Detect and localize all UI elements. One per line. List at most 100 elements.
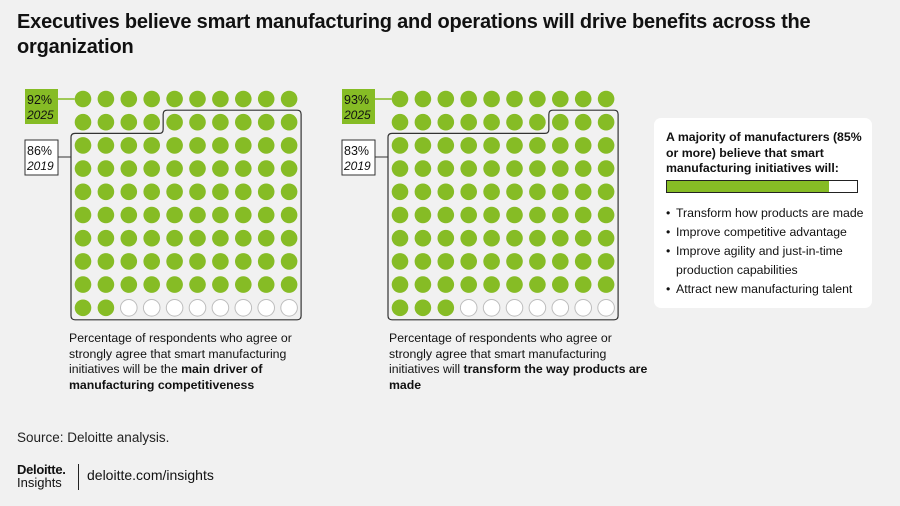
waffle-dot-filled [280,90,298,108]
current-year-label: 92%2025 [25,89,75,124]
waffle-dot-filled [437,229,455,247]
waffle-dot-filled [574,113,592,131]
waffle-dot-filled [483,137,500,154]
waffle-dot-filled [235,276,252,293]
waffle-dot-empty [211,299,230,317]
waffle-chart-svg: 93%2025 83%2019 [341,89,619,321]
waffle-dot-filled [414,137,432,154]
waffle-dot-filled [574,229,592,247]
waffle-dot-filled [597,90,615,108]
caption-bold-text: transform the way products are made [389,362,648,392]
waffle-dot-empty [574,299,592,317]
waffle-dot-filled [483,160,500,177]
waffle-dot-filled [552,253,569,270]
waffle-chart-svg: 92%2025 86%2019 [24,89,302,321]
waffle-dot-filled [280,253,298,270]
waffle-dot-filled [166,137,183,154]
bullet-icon: • [666,206,671,220]
waffle-dot-filled [74,113,92,131]
waffle-dot-filled [189,276,206,293]
waffle-dot-filled [574,160,592,177]
waffle-dot-filled [597,276,615,293]
waffle-dot-filled [414,276,432,293]
waffle-dot-filled [460,206,477,224]
waffle-dot-filled [391,90,409,108]
waffle-dot-filled [574,276,592,293]
waffle-dot-filled [483,90,500,108]
waffle-dot-filled [143,90,160,108]
label-year: 2025 [343,108,371,122]
waffle-dot-filled [166,183,183,201]
waffle-dot-filled [391,229,409,247]
waffle-dot-empty [165,299,184,317]
waffle-dot-filled [166,160,183,177]
waffle-dot-filled [391,137,409,154]
label-value: 86% [27,144,52,158]
current-year-label: 93%2025 [342,89,392,124]
waffle-dot-filled [437,183,455,201]
waffle-dot-empty [120,299,138,317]
waffle-dot-filled [74,299,92,317]
waffle-dot-filled [414,113,432,131]
waffle-dot-filled [257,90,275,108]
waffle-dot-filled [97,206,115,224]
waffle-dot-filled [143,160,160,177]
waffle-dot-filled [120,276,138,293]
waffle-dot-empty [257,299,275,317]
waffle-dot-filled [529,276,546,293]
waffle-dot-filled [506,276,523,293]
waffle-dot-filled [257,183,275,201]
waffle-dot-filled [74,137,92,154]
waffle-dot-empty [482,299,501,317]
label-box [25,89,58,124]
waffle-dot-filled [597,160,615,177]
waffle-dot-filled [280,183,298,201]
waffle-dot-filled [74,183,92,201]
waffle-dot-filled [574,183,592,201]
brand-url[interactable]: deloitte.com/insights [87,467,214,483]
waffle-dot-filled [143,253,160,270]
majority-progress-bar [666,180,858,193]
waffle-dot-filled [97,276,115,293]
caption-text: Percentage of respondents who agree or s… [69,331,292,376]
waffle-dot-filled [143,229,160,247]
waffle-dot-filled [483,206,500,224]
waffle-dot-filled [552,137,569,154]
majority-progress-fill [667,181,829,192]
waffle-dot-filled [257,113,275,131]
panel-title: A majority of manufacturers (85% or more… [666,130,862,175]
past-year-label: 83%2019 [341,139,388,176]
waffle-dot-filled [97,160,115,177]
waffle-dot-empty [280,299,298,317]
label-value: 83% [344,144,369,158]
waffle-dot-filled [74,229,92,247]
waffle-dot-filled [460,229,477,247]
waffle-dot-filled [597,113,615,131]
waffle-dot-filled [120,229,138,247]
waffle-dot-filled [597,229,615,247]
waffle-dot-filled [143,183,160,201]
waffle-dot-filled [552,183,569,201]
list-item: • Transform how products are made [666,204,866,223]
label-value: 92% [27,93,52,107]
waffle-dot-filled [414,299,432,317]
waffle-dot-filled [460,137,477,154]
waffle-dot-filled [391,183,409,201]
waffle-dot-filled [280,137,298,154]
waffle-dot-filled [212,183,229,201]
waffle-caption-transform-products: Percentage of respondents who agree or s… [389,331,649,393]
waffle-dot-filled [574,90,592,108]
list-item: • Attract new manufacturing talent [666,280,866,299]
waffle-dot-filled [460,253,477,270]
past-year-label: 86%2019 [24,139,71,176]
waffle-dot-filled [597,253,615,270]
waffle-dot-filled [437,253,455,270]
waffle-dot-filled [189,90,206,108]
waffle-dot-empty [188,299,207,317]
waffle-dot-empty [459,299,478,317]
waffle-dot-filled [120,253,138,270]
deloitte-logo: Deloitte. Insights [17,463,79,490]
brand-name: Deloitte. [17,462,66,477]
waffle-dot-filled [97,113,115,131]
waffle-chart-transform-products: 93% 2025 83% 2019 [341,88,622,323]
